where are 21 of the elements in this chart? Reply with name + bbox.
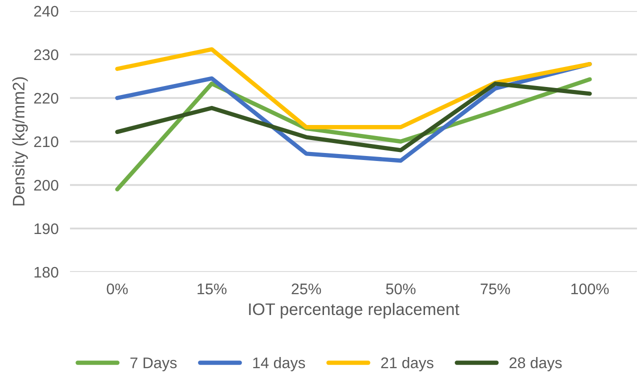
legend-label: 14 days (253, 357, 306, 372)
y-tick-label: 240 (34, 6, 58, 17)
line-series (115, 82, 592, 152)
x-tick-label: 100% (571, 284, 609, 294)
x-tick-label: 0% (106, 284, 128, 294)
y-tick-label: 210 (34, 136, 58, 148)
y-tick-label: 190 (34, 223, 58, 234)
y-tick-label: 200 (34, 180, 58, 191)
x-tick-label: 25% (292, 284, 321, 294)
y-axis-title: Density (kg/mm2) (12, 77, 28, 206)
line-series (115, 47, 592, 130)
x-tick-label: 15% (198, 284, 226, 294)
legend-label: 7 Days (130, 358, 177, 372)
y-tick-label: 220 (34, 92, 58, 104)
y-tick-label: 230 (34, 49, 58, 60)
y-tick-label: 180 (34, 266, 58, 278)
x-axis-title: IOT percentage replacement (249, 302, 460, 318)
x-tick-label: 75% (480, 284, 510, 294)
x-tick-label: 50% (386, 284, 416, 294)
legend-label: 21 days (381, 357, 434, 372)
legend-label: 28 days (510, 357, 562, 372)
